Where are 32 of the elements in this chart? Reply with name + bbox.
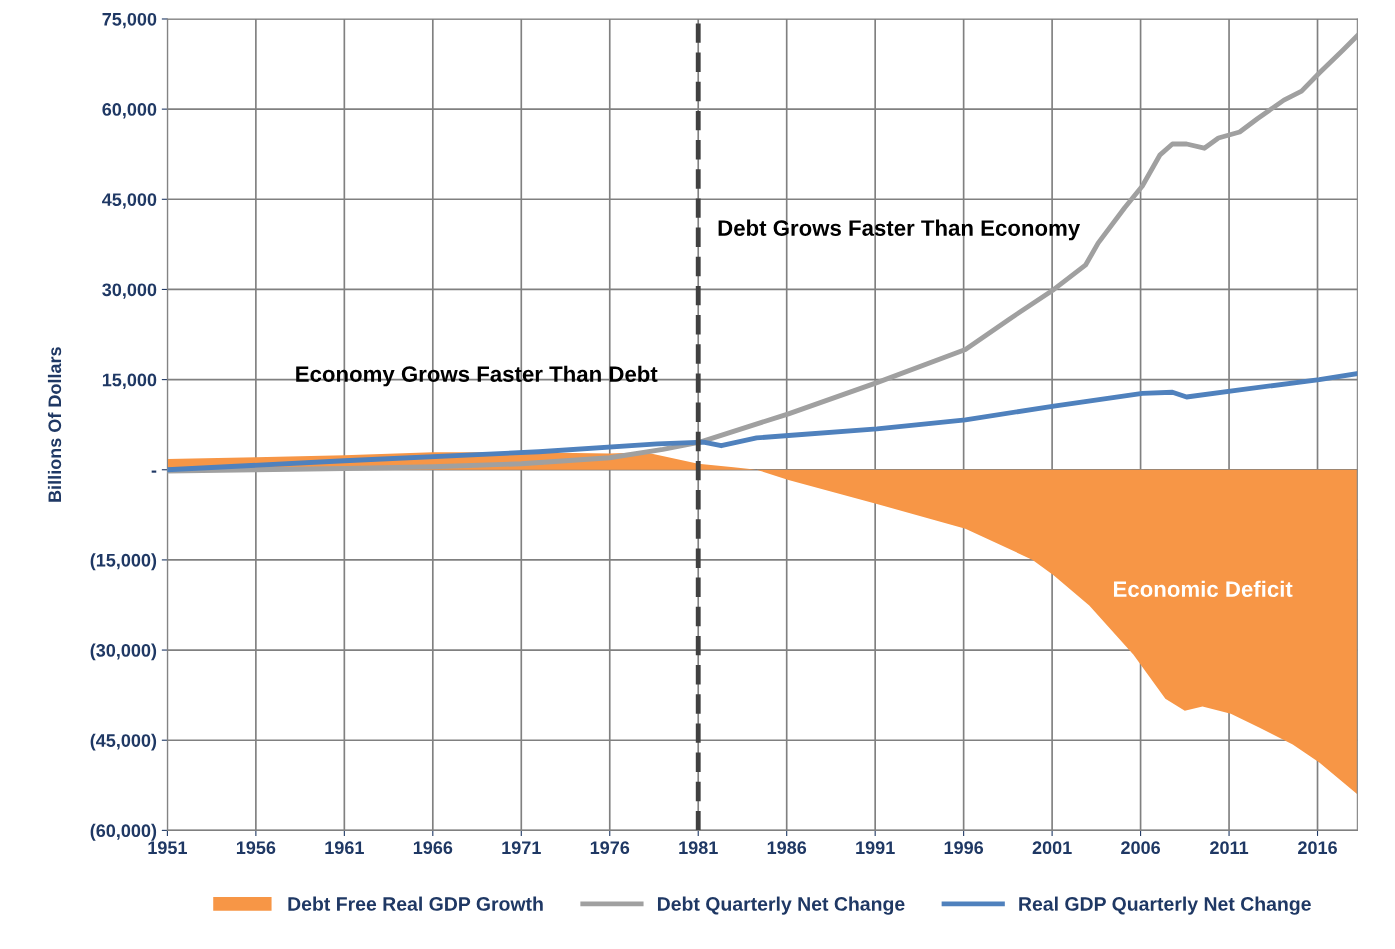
y-tick-label: (15,000) xyxy=(90,553,157,571)
x-tick-label: 2016 xyxy=(1298,841,1337,855)
y-tick-label: 75,000 xyxy=(102,12,157,29)
y-tick-label: 60,000 xyxy=(102,103,157,119)
x-tick-label: 1956 xyxy=(236,841,276,855)
annotation: Economy Grows Faster Than Debt xyxy=(296,365,658,387)
x-tick-label: 1981 xyxy=(679,841,718,855)
x-tick-label: 1991 xyxy=(856,841,895,855)
y-tick-label: - xyxy=(151,470,157,473)
legend-label: Debt Quarterly Net Change xyxy=(657,896,905,915)
y-tick-label: (30,000) xyxy=(90,643,157,661)
x-tick-label: 1951 xyxy=(148,841,187,855)
y-tick-label: (45,000) xyxy=(90,733,157,751)
y-tick-label: 15,000 xyxy=(102,373,157,389)
y-tick-label: 45,000 xyxy=(102,193,157,209)
y-tick-label: (60,000) xyxy=(90,823,157,841)
legend-label: Real GDP Quarterly Net Change xyxy=(1019,896,1311,915)
annotation: Economic Deficit xyxy=(1113,580,1293,597)
legend-label: Debt Free Real GDP Growth xyxy=(288,896,543,911)
y-axis-title: Billions Of Dollars xyxy=(47,347,62,502)
x-tick-label: 2011 xyxy=(1210,841,1249,855)
annotation: Debt Grows Faster Than Economy xyxy=(718,219,1081,241)
y-tick-label: 30,000 xyxy=(102,283,157,299)
x-tick-label: 2006 xyxy=(1121,841,1161,855)
x-tick-label: 1986 xyxy=(767,841,807,855)
x-tick-label: 1971 xyxy=(502,841,541,855)
line-series xyxy=(167,33,1358,474)
x-tick-label: 1976 xyxy=(590,841,630,855)
x-tick-label: 1996 xyxy=(944,841,984,855)
x-tick-label: 1961 xyxy=(325,841,364,855)
x-tick-label: 1966 xyxy=(413,841,453,855)
x-tick-label: 2001 xyxy=(1032,841,1072,855)
